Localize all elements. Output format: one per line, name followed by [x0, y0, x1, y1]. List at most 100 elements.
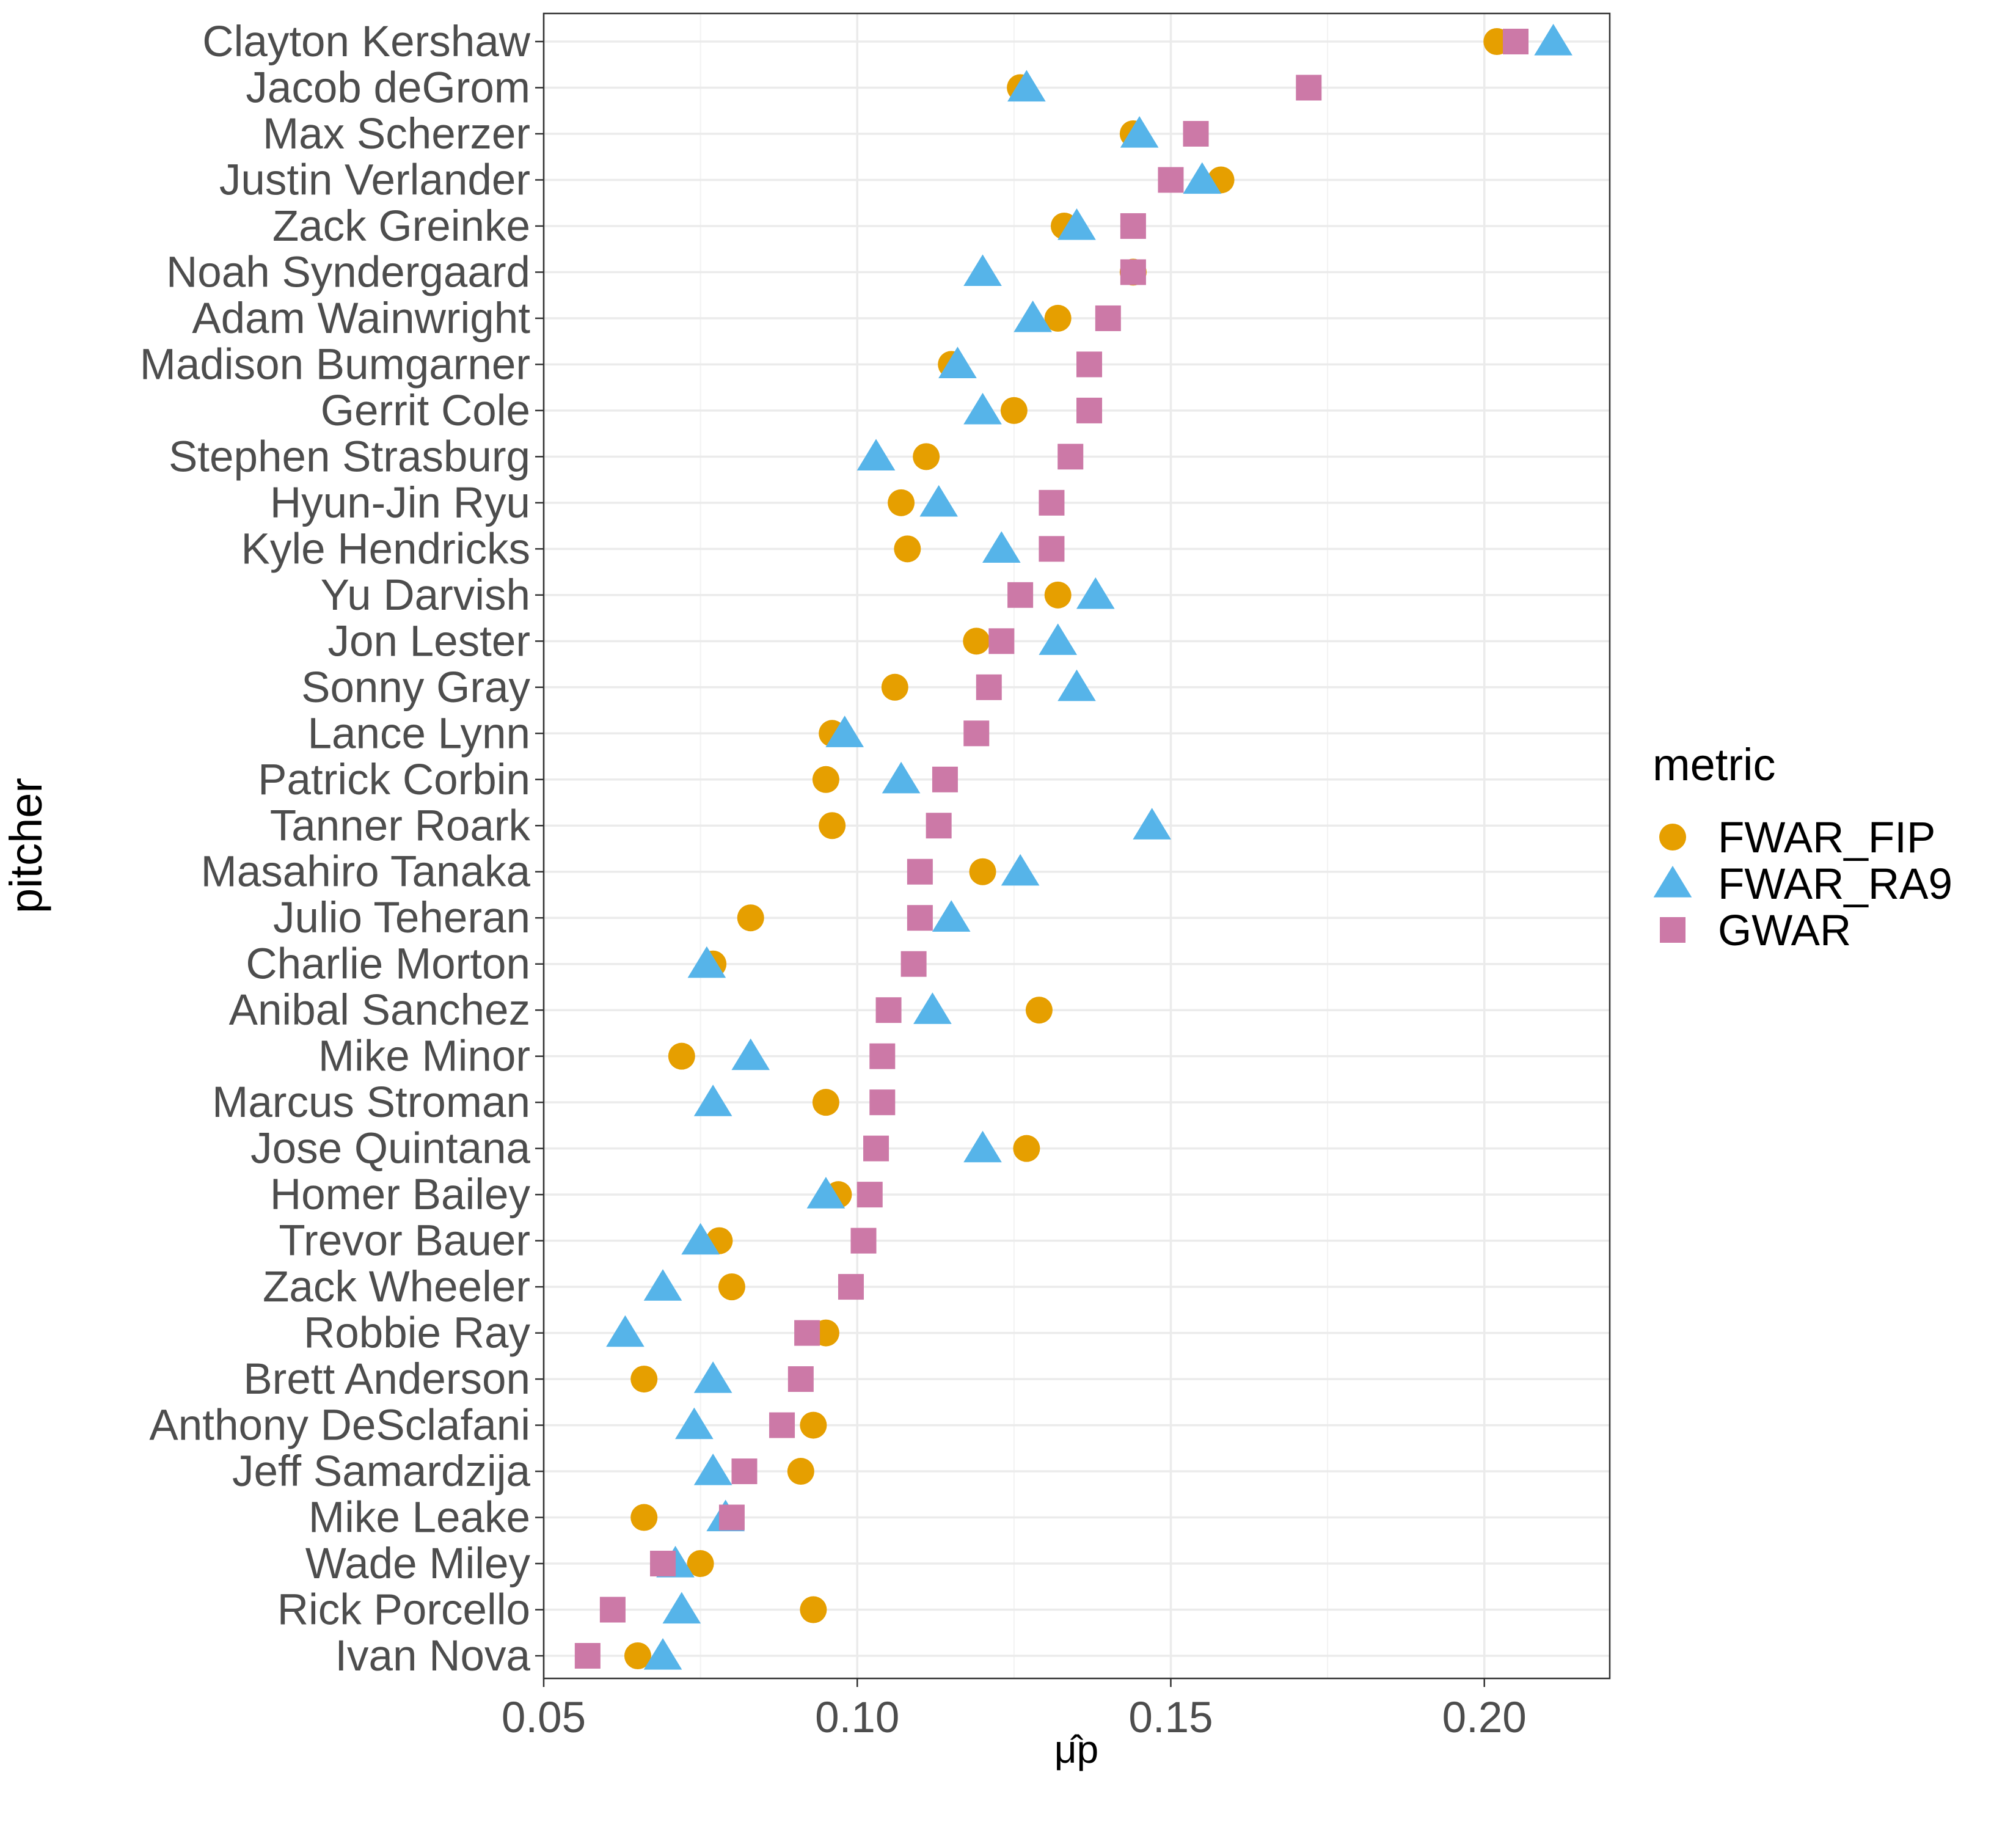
fwar-fip-point — [737, 904, 764, 932]
gwar-point — [574, 1643, 601, 1669]
fwar-fip-point — [969, 858, 996, 885]
gwar-point — [718, 1504, 745, 1531]
legend-key-fwar-fip — [1659, 824, 1686, 851]
fwar-ra9-point — [1057, 669, 1096, 701]
gwar-point — [1296, 75, 1322, 101]
fwar-ra9-point — [1039, 623, 1078, 655]
fwar-ra9-point — [963, 1130, 1002, 1163]
fwar-ra9-point — [963, 392, 1002, 425]
fwar-ra9-point — [606, 1315, 645, 1347]
fwar-ra9-point — [693, 1361, 732, 1393]
fwar-ra9-point — [963, 254, 1002, 287]
fwar-ra9-point — [662, 1592, 701, 1624]
y-tick-label: Stephen Strasburg — [169, 433, 530, 481]
fwar-ra9-point — [919, 485, 958, 517]
y-tick-label: Clayton Kershaw — [202, 18, 530, 66]
y-tick-label: Homer Bailey — [270, 1171, 531, 1219]
gwar-point — [769, 1412, 795, 1438]
gwar-point — [1076, 397, 1103, 423]
fwar-fip-point — [630, 1366, 658, 1393]
fwar-fip-point — [800, 1411, 827, 1439]
gwar-point — [976, 674, 1002, 700]
y-tick-label: Zack Wheeler — [263, 1263, 530, 1311]
data-points — [574, 24, 1572, 1670]
y-tick-label: Wade Miley — [305, 1540, 531, 1588]
y-tick-label: Masahiro Tanaka — [201, 848, 531, 896]
y-tick-label: Julio Teheran — [273, 894, 530, 942]
y-tick-label: Robbie Ray — [304, 1309, 530, 1358]
gwar-point — [1057, 444, 1084, 470]
gwar-point — [1076, 351, 1103, 378]
fwar-fip-point — [1044, 581, 1072, 609]
gwar-point — [1183, 120, 1209, 147]
legend-label: FWAR_RA9 — [1718, 860, 1952, 909]
fwar-ra9-point — [687, 946, 726, 978]
y-tick-label: Lance Lynn — [308, 709, 531, 758]
x-tick-label: 0.20 — [1442, 1694, 1527, 1742]
y-axis-title: pitcher — [1, 778, 51, 913]
y-tick-label: Ivan Nova — [335, 1632, 530, 1680]
y-tick-label: Zack Greinke — [272, 202, 530, 251]
gwar-point — [869, 1089, 896, 1116]
y-tick-label: Jacob deGrom — [246, 64, 530, 112]
fwar-ra9-point — [913, 992, 952, 1024]
fwar-ra9-point — [1120, 115, 1159, 148]
legend-label: GWAR — [1718, 907, 1851, 955]
fwar-fip-point — [668, 1042, 695, 1070]
fwar-ra9-point — [693, 1454, 732, 1485]
gwar-point — [869, 1043, 896, 1069]
fwar-ra9-point — [675, 1407, 714, 1440]
fwar-fip-point — [881, 673, 908, 701]
gwar-point — [863, 1135, 889, 1162]
fwar-fip-point — [888, 489, 915, 516]
plot-panel — [544, 13, 1610, 1678]
gwar-point — [794, 1320, 820, 1346]
fwar-fip-point — [718, 1273, 745, 1301]
fwar-ra9-point — [693, 1085, 732, 1116]
y-tick-label: Yu Darvish — [321, 571, 530, 620]
fwar-fip-point — [624, 1642, 651, 1669]
gwar-point — [926, 813, 952, 839]
gwar-point — [1039, 536, 1065, 562]
fwar-ra9-point — [1183, 162, 1222, 194]
gwar-point — [1120, 259, 1146, 285]
fwar-fip-point — [630, 1504, 658, 1531]
gwar-point — [1039, 489, 1065, 516]
fwar-fip-point — [800, 1596, 827, 1623]
gwar-point — [838, 1274, 864, 1300]
y-tick-label: Patrick Corbin — [258, 756, 530, 804]
y-tick-label: Hyun-Jin Ryu — [270, 479, 530, 527]
gwar-point — [932, 766, 958, 792]
fwar-ra9-point — [1057, 208, 1096, 240]
legend-key-fwar-ra9 — [1653, 866, 1692, 898]
legend-label: FWAR_FIP — [1718, 814, 1935, 862]
gwar-point — [907, 858, 933, 885]
fwar-ra9-point — [882, 761, 921, 794]
gwar-point — [875, 997, 902, 1023]
gwar-point — [900, 951, 927, 977]
gwar-point — [599, 1597, 626, 1623]
fwar-fip-point — [1013, 1135, 1040, 1162]
fwar-fip-point — [913, 443, 940, 470]
fwar-ra9-point — [982, 531, 1021, 563]
y-tick-label: Trevor Bauer — [279, 1217, 530, 1265]
fwar-fip-point — [687, 1550, 714, 1578]
fwar-fip-point — [819, 812, 846, 840]
fwar-ra9-point — [643, 1269, 682, 1301]
y-tick-label: Anibal Sanchez — [229, 986, 530, 1034]
gwar-point — [850, 1227, 877, 1254]
fwar-fip-point — [1044, 304, 1072, 332]
y-tick-label: Madison Bumgarner — [140, 340, 530, 389]
y-tick-label: Brett Anderson — [243, 1355, 530, 1403]
fwar-ra9-point — [681, 1223, 720, 1255]
y-tick-label: Max Scherzer — [263, 110, 530, 158]
fwar-ra9-point — [856, 439, 896, 470]
fwar-ra9-point — [1534, 24, 1572, 56]
y-tick-label: Sonny Gray — [301, 664, 530, 712]
gwar-point — [650, 1551, 676, 1577]
fwar-fip-point — [812, 766, 839, 793]
gwar-point — [1120, 213, 1146, 239]
x-axis-title: μ̂p — [1054, 1727, 1098, 1771]
